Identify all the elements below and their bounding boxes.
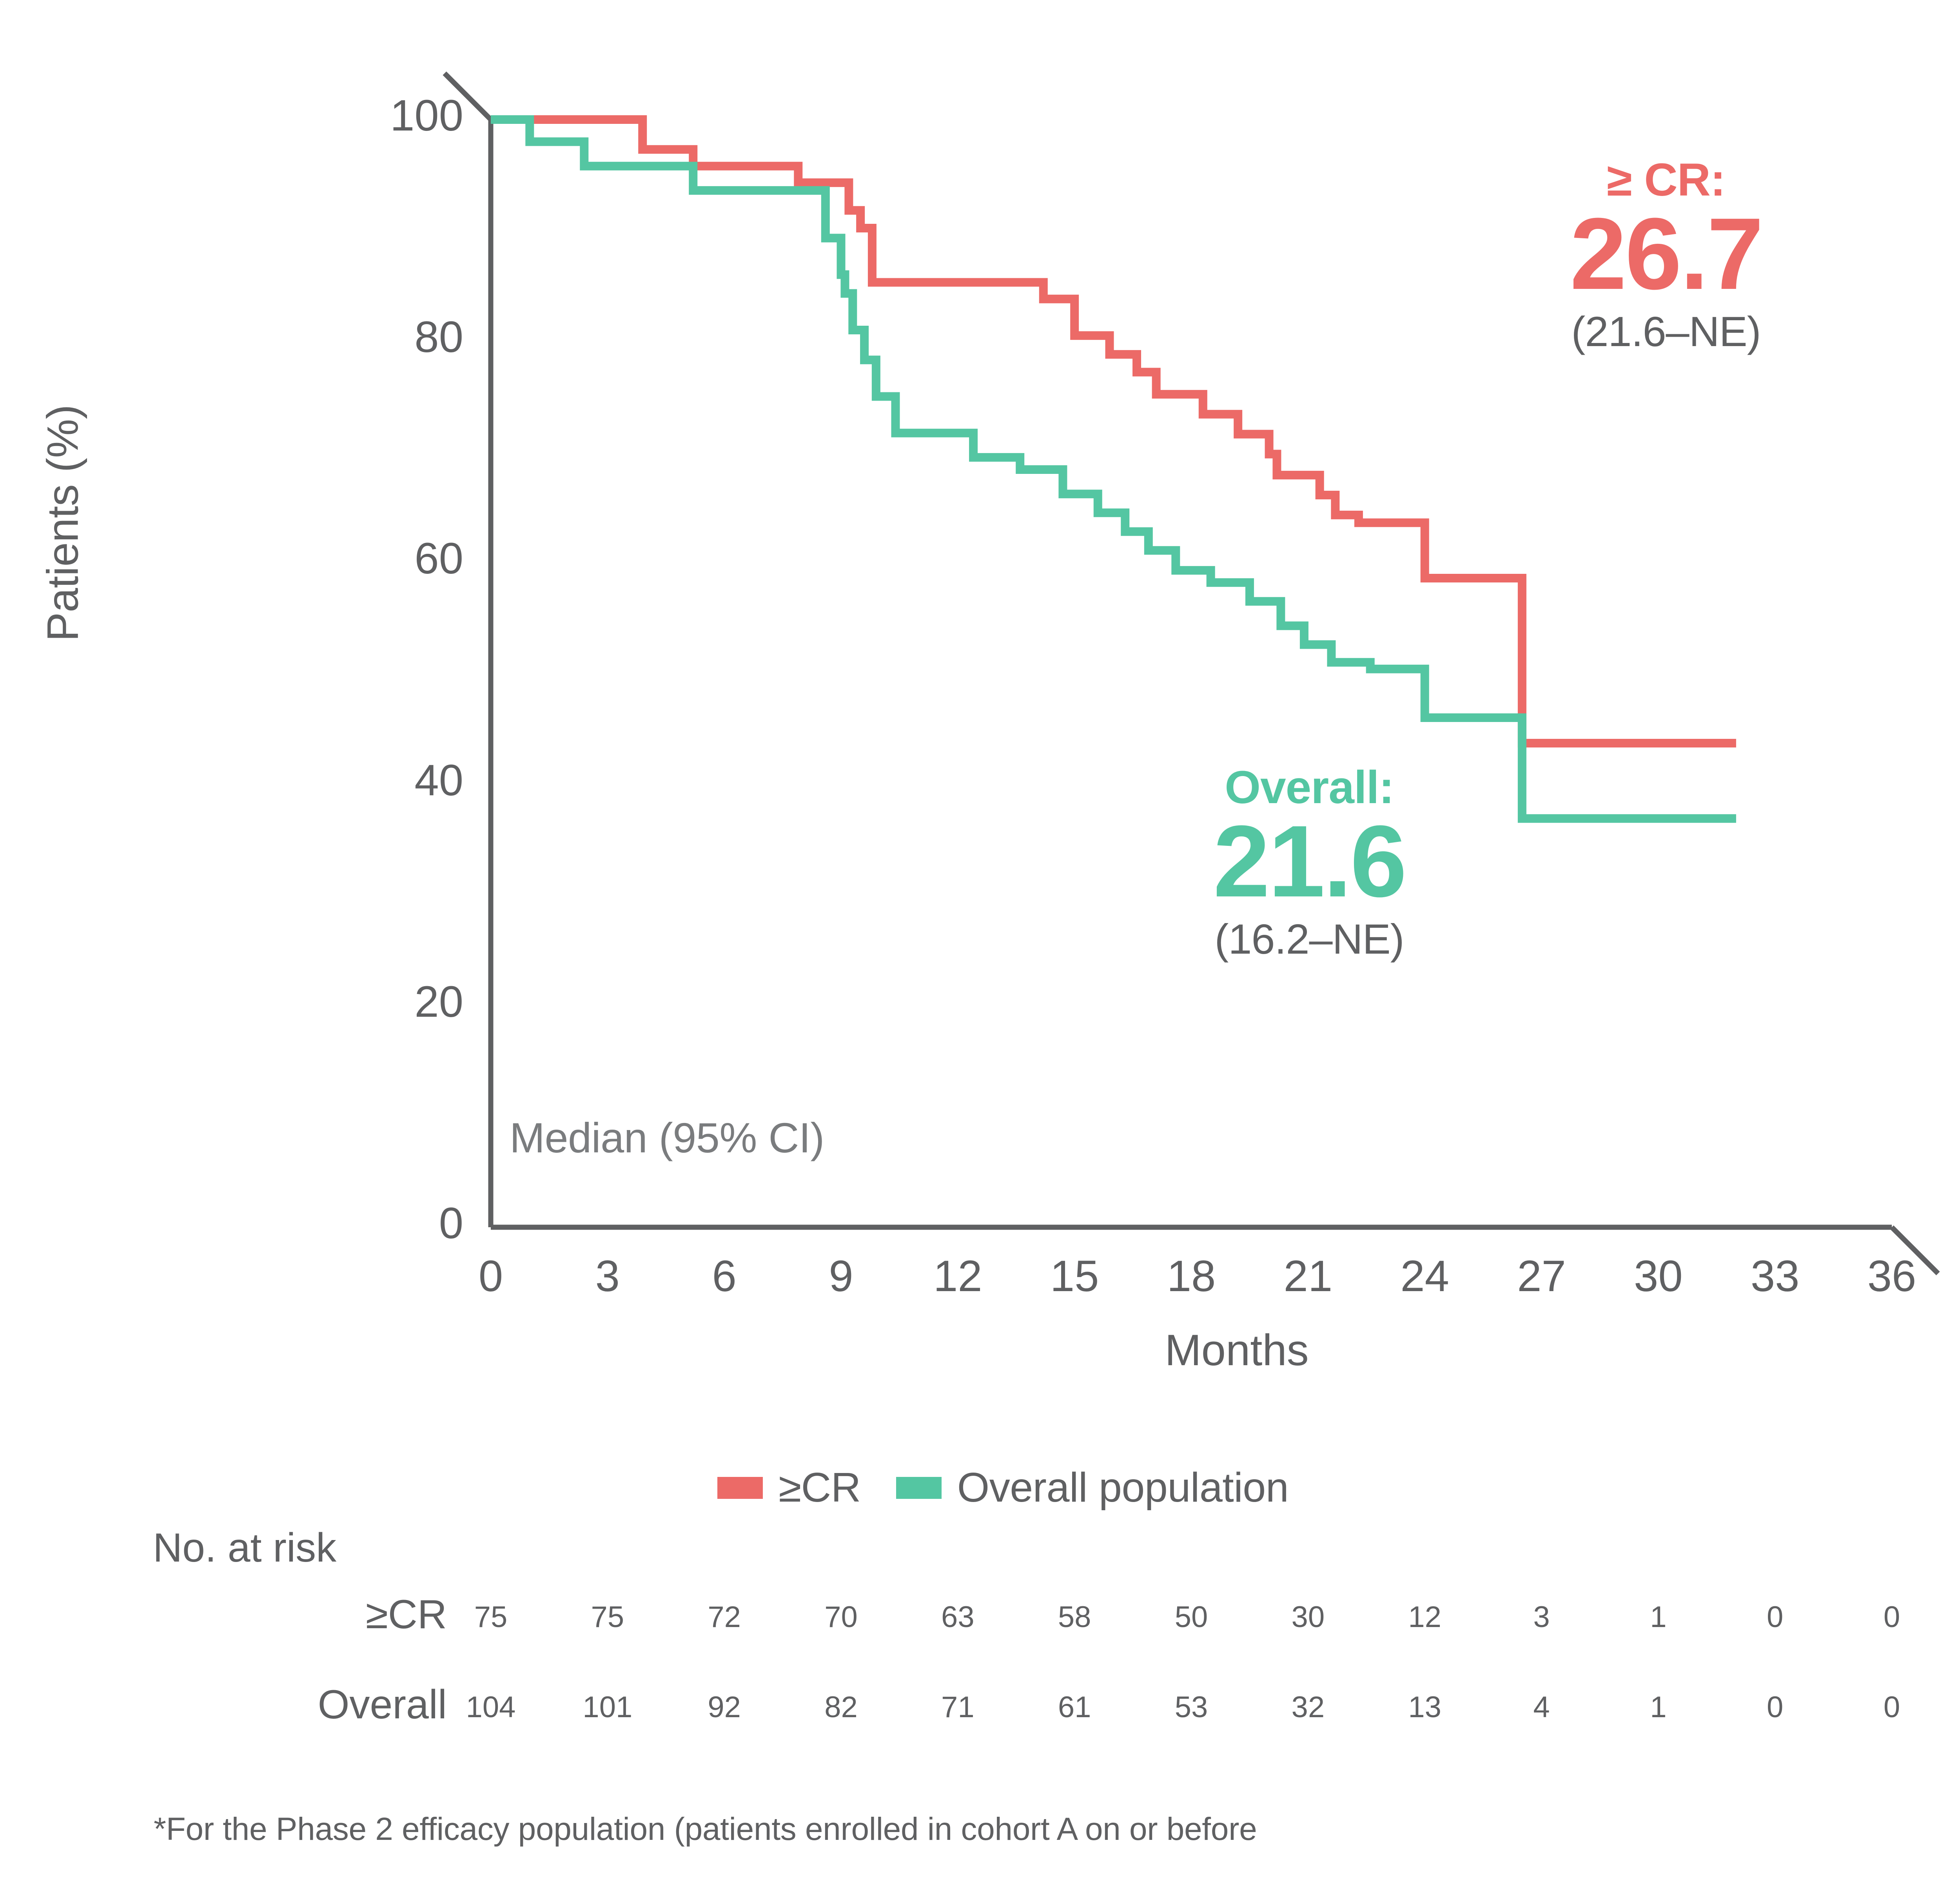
x-tick-label: 27 [1517, 1252, 1566, 1301]
risk-cell: 13 [1408, 1691, 1441, 1724]
y-tick-label: 0 [439, 1199, 463, 1248]
x-tick-label: 15 [1050, 1252, 1099, 1301]
risk-cell: 32 [1291, 1691, 1325, 1724]
number-at-risk-title: No. at risk [153, 1525, 337, 1571]
y-tick-label: 20 [414, 977, 463, 1026]
annotation-overall-label: Overall: [1225, 762, 1394, 813]
x-tick-label: 9 [829, 1252, 853, 1301]
y-tick-label: 40 [414, 755, 463, 805]
risk-cell: 58 [1058, 1600, 1091, 1634]
risk-cell: 75 [591, 1600, 624, 1634]
annotation-cr-value: 26.7 [1570, 197, 1764, 311]
x-tick-label: 0 [478, 1252, 503, 1301]
risk-cell: 53 [1174, 1691, 1208, 1724]
curve-layer [491, 115, 1736, 823]
legend-item-overall: Overall population [896, 1464, 1289, 1511]
x-tick-label: 21 [1283, 1252, 1333, 1301]
risk-cell: 72 [708, 1600, 741, 1634]
risk-cell: 104 [466, 1691, 516, 1724]
risk-cell: 1 [1650, 1691, 1667, 1724]
annotation-cr-label: ≥ CR: [1606, 154, 1726, 206]
x-tick-label: 3 [595, 1252, 620, 1301]
annotation-overall-value: 21.6 [1213, 805, 1407, 918]
annotation-cr-ci: (21.6–NE) [1571, 308, 1761, 355]
km-curve-cr [491, 115, 1736, 748]
y-tick-label: 80 [414, 312, 463, 362]
x-axis-break-mark [1890, 1225, 1940, 1275]
risk-cell: 1 [1650, 1600, 1667, 1634]
annotation-overall-ci: (16.2–NE) [1214, 915, 1404, 963]
x-tick-label: 33 [1750, 1252, 1800, 1301]
chart-legend: ≥CR Overall population [717, 1464, 1289, 1511]
risk-cell: 101 [583, 1691, 633, 1724]
y-axis-break-mark [443, 71, 493, 122]
footnote: *For the Phase 2 efficacy population (pa… [154, 1811, 1257, 1847]
risk-cell: 0 [1883, 1691, 1900, 1724]
risk-cell: 71 [941, 1691, 975, 1724]
annotation-cr: ≥ CR: 26.7 (21.6–NE) [1486, 157, 1846, 358]
risk-cell: 50 [1174, 1600, 1208, 1634]
x-tick-label: 24 [1400, 1252, 1449, 1301]
x-tick-label: 30 [1634, 1252, 1683, 1301]
km-curve-overall [491, 115, 1736, 823]
axis-layer [443, 71, 1940, 1275]
median-legend-note: Median (95% CI) [510, 1114, 824, 1161]
risk-cell: 92 [708, 1691, 741, 1724]
x-tick-label: 36 [1867, 1252, 1916, 1301]
y-tick-label: 60 [414, 534, 463, 583]
x-tick-label: 18 [1167, 1252, 1216, 1301]
legend-label-cr: ≥CR [779, 1464, 861, 1511]
legend-label-overall: Overall population [957, 1464, 1289, 1511]
x-tick-label: 6 [712, 1252, 737, 1301]
risk-cell: 3 [1533, 1600, 1550, 1634]
x-tick-label: 12 [933, 1252, 982, 1301]
annotation-overall: Overall: 21.6 (16.2–NE) [1152, 764, 1466, 965]
risk-cell: 4 [1533, 1691, 1550, 1724]
x-axis-title: Months [1165, 1326, 1309, 1375]
legend-item-cr: ≥CR [717, 1464, 861, 1511]
risk-cell: 0 [1883, 1600, 1900, 1634]
risk-cell: 61 [1058, 1691, 1091, 1724]
legend-swatch-cr-icon [717, 1477, 763, 1499]
y-tick-label: 100 [390, 91, 463, 140]
risk-cell: 75 [474, 1600, 508, 1634]
y-axis-title: Patients (%) [38, 405, 87, 642]
risk-cell: 30 [1291, 1600, 1325, 1634]
risk-cell: 63 [941, 1600, 975, 1634]
risk-row-label: Overall [318, 1682, 447, 1727]
risk-cell: 0 [1767, 1600, 1784, 1634]
risk-cell: 12 [1408, 1600, 1441, 1634]
risk-cell: 70 [824, 1600, 858, 1634]
legend-swatch-overall-icon [896, 1477, 942, 1499]
risk-row-label: ≥CR [365, 1592, 447, 1637]
risk-cell: 82 [824, 1691, 858, 1724]
risk-cell: 0 [1767, 1691, 1784, 1724]
